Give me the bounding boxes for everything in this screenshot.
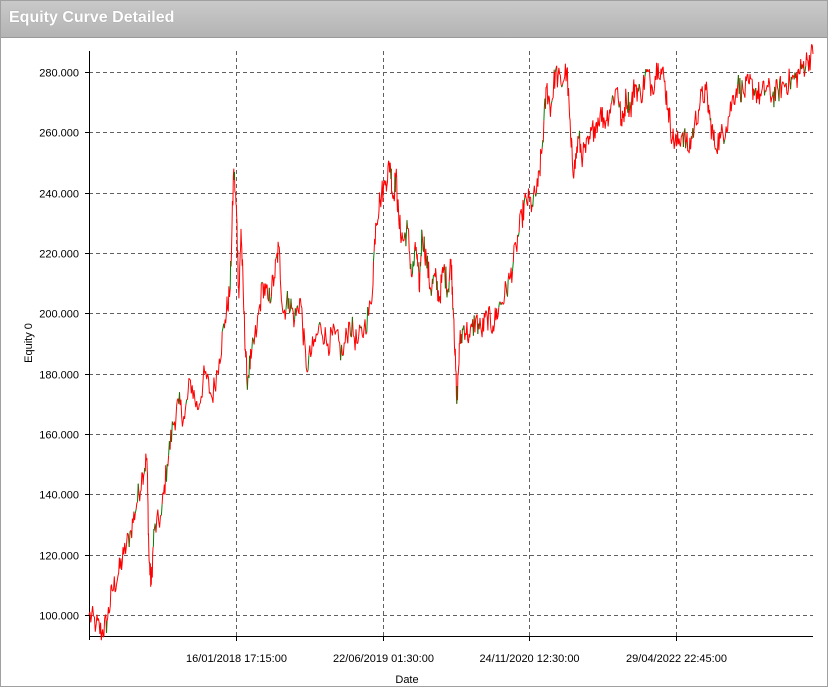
x-tick-label: 29/04/2022 22:45:00	[626, 653, 727, 665]
x-tick-label: 24/11/2020 12:30:00	[479, 653, 579, 665]
y-tick-label: 100.000	[39, 611, 79, 623]
y-tick-label: 240.000	[39, 189, 79, 201]
equity-line-up	[106, 64, 807, 634]
x-tick-label: 16/01/2018 17:15:00	[186, 653, 287, 665]
y-tick-label: 220.000	[39, 249, 79, 261]
window-title: Equity Curve Detailed	[9, 9, 175, 26]
y-tick-label: 140.000	[39, 490, 79, 502]
equity-chart: 100.000 120.000 140.000 160.000 180.000 200.0…	[23, 44, 814, 686]
y-tick-label: 280.000	[39, 68, 79, 80]
y-tick-label: 180.000	[39, 370, 79, 382]
x-axis-title: Date	[395, 674, 418, 686]
equity-line-down	[88, 44, 814, 641]
y-tick-label: 260.000	[39, 128, 79, 140]
y-tick-label: 120.000	[39, 551, 79, 563]
y-tick-label: 200.000	[39, 309, 79, 321]
x-axis-tick-labels: 16/01/2018 17:15:00 22/06/2019 01:30:00 24…	[186, 653, 727, 665]
grid-lines	[89, 51, 813, 636]
y-tick-label: 160.000	[39, 430, 79, 442]
x-tick-label: 22/06/2019 01:30:00	[333, 653, 434, 665]
title-bar: Equity Curve Detailed	[1, 1, 827, 38]
equity-series	[88, 44, 814, 641]
y-axis-title: Equity 0	[23, 323, 35, 363]
chart-axes	[85, 51, 813, 641]
y-axis-tick-labels: 100.000 120.000 140.000 160.000 180.000 200.0…	[39, 68, 79, 623]
